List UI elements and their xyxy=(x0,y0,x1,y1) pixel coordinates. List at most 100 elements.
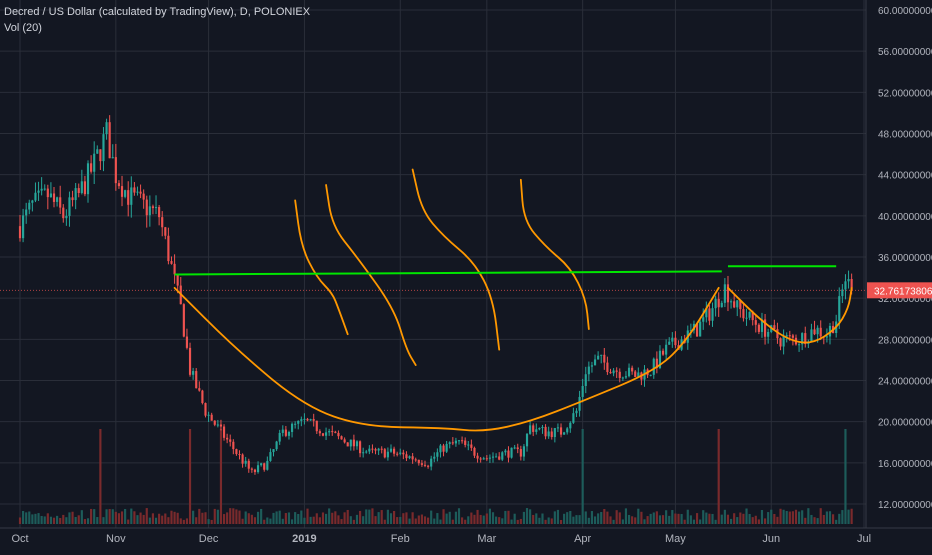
volume-bar xyxy=(828,511,832,524)
volume-bar xyxy=(742,513,745,524)
volume-bar xyxy=(575,515,578,524)
candle-body xyxy=(83,181,87,195)
volume-bar xyxy=(253,517,257,524)
volume-bar xyxy=(102,517,105,524)
volume-bar xyxy=(491,512,495,524)
volume-bar xyxy=(374,516,377,524)
volume-bar xyxy=(145,508,148,524)
candle-body xyxy=(232,441,235,450)
candle-body xyxy=(674,337,677,346)
candle-body xyxy=(627,367,631,377)
candle-body xyxy=(284,429,287,436)
volume-bar xyxy=(31,514,34,524)
volume-bar xyxy=(324,513,328,524)
volume-bar xyxy=(695,513,699,524)
volume-bar xyxy=(287,512,291,524)
candle-body xyxy=(538,427,541,430)
volume-bar xyxy=(850,508,853,524)
candle-body xyxy=(244,460,247,464)
volume-bar xyxy=(148,517,151,524)
candle-body xyxy=(652,358,655,375)
candle-body xyxy=(377,448,380,451)
volume-bar xyxy=(832,514,835,524)
volume-bar xyxy=(232,508,235,524)
volume-bar xyxy=(111,509,114,524)
candle-body xyxy=(841,289,844,297)
candle-body xyxy=(776,329,779,339)
legend-volume: Vol (20) xyxy=(4,22,42,34)
candle-body xyxy=(559,427,563,435)
candle-body xyxy=(451,442,454,444)
volume-bar xyxy=(640,511,643,524)
volume-bar xyxy=(791,511,794,524)
candle-body xyxy=(495,456,498,458)
volume-bar xyxy=(717,429,720,524)
candle-body xyxy=(584,374,587,386)
volume-bar xyxy=(25,512,28,524)
volume-bar xyxy=(46,513,49,524)
volume-bar xyxy=(284,513,287,524)
volume-bar xyxy=(535,513,538,524)
volume-bar xyxy=(22,510,25,524)
candle-body xyxy=(773,325,776,330)
y-tick-label: 32.00000000 xyxy=(878,294,932,305)
volume-bar xyxy=(584,511,587,524)
candle-body xyxy=(145,199,148,216)
candle-body xyxy=(170,261,173,264)
annotation-curve xyxy=(173,286,720,432)
candle-body xyxy=(96,149,99,154)
candle-body xyxy=(362,452,365,454)
candle-body xyxy=(318,431,321,434)
volume-bar xyxy=(414,518,417,524)
candle-body xyxy=(219,424,223,427)
volume-bar xyxy=(226,512,229,524)
volume-bar xyxy=(705,512,708,524)
y-tick-label: 28.00000000 xyxy=(878,335,932,346)
candle-body xyxy=(266,460,269,470)
candle-body xyxy=(324,432,328,436)
volume-bar xyxy=(461,517,464,524)
candle-body xyxy=(340,436,343,440)
volume-bar xyxy=(219,429,223,524)
candle-body xyxy=(767,331,770,337)
candle-body xyxy=(488,457,492,459)
candle-body xyxy=(52,193,56,202)
volume-bar xyxy=(689,515,692,524)
candle-body xyxy=(263,463,266,470)
volume-bar xyxy=(723,509,726,524)
annotation-resistance-line xyxy=(174,270,722,276)
candle-body xyxy=(473,447,476,456)
volume-bar xyxy=(43,516,46,524)
candle-body xyxy=(717,298,720,308)
candle-body xyxy=(198,388,201,391)
volume-bar xyxy=(822,514,825,524)
candle-body xyxy=(745,317,748,319)
candle-body xyxy=(278,432,281,442)
candle-body xyxy=(813,329,816,335)
volume-bar xyxy=(646,516,649,524)
volume-bar xyxy=(448,511,451,524)
volume-bar xyxy=(380,510,383,524)
volume-bar xyxy=(593,516,597,524)
volume-bar xyxy=(627,514,631,524)
candle-body xyxy=(751,311,754,321)
candle-body xyxy=(448,442,451,444)
candle-body xyxy=(519,449,522,457)
candle-body xyxy=(105,122,108,135)
candle-body xyxy=(442,445,445,452)
candle-body xyxy=(819,327,822,337)
volume-bar xyxy=(733,513,736,524)
candle-body xyxy=(309,419,312,421)
candle-body xyxy=(566,428,569,433)
volume-bar xyxy=(303,517,306,524)
candle-body xyxy=(303,418,306,420)
candle-body xyxy=(300,419,303,421)
volume-bar xyxy=(108,509,111,524)
candle-body xyxy=(457,440,461,442)
volume-bar xyxy=(563,513,566,524)
volume-bar xyxy=(541,513,544,524)
candle-body xyxy=(427,465,430,467)
candle-body xyxy=(532,425,535,432)
